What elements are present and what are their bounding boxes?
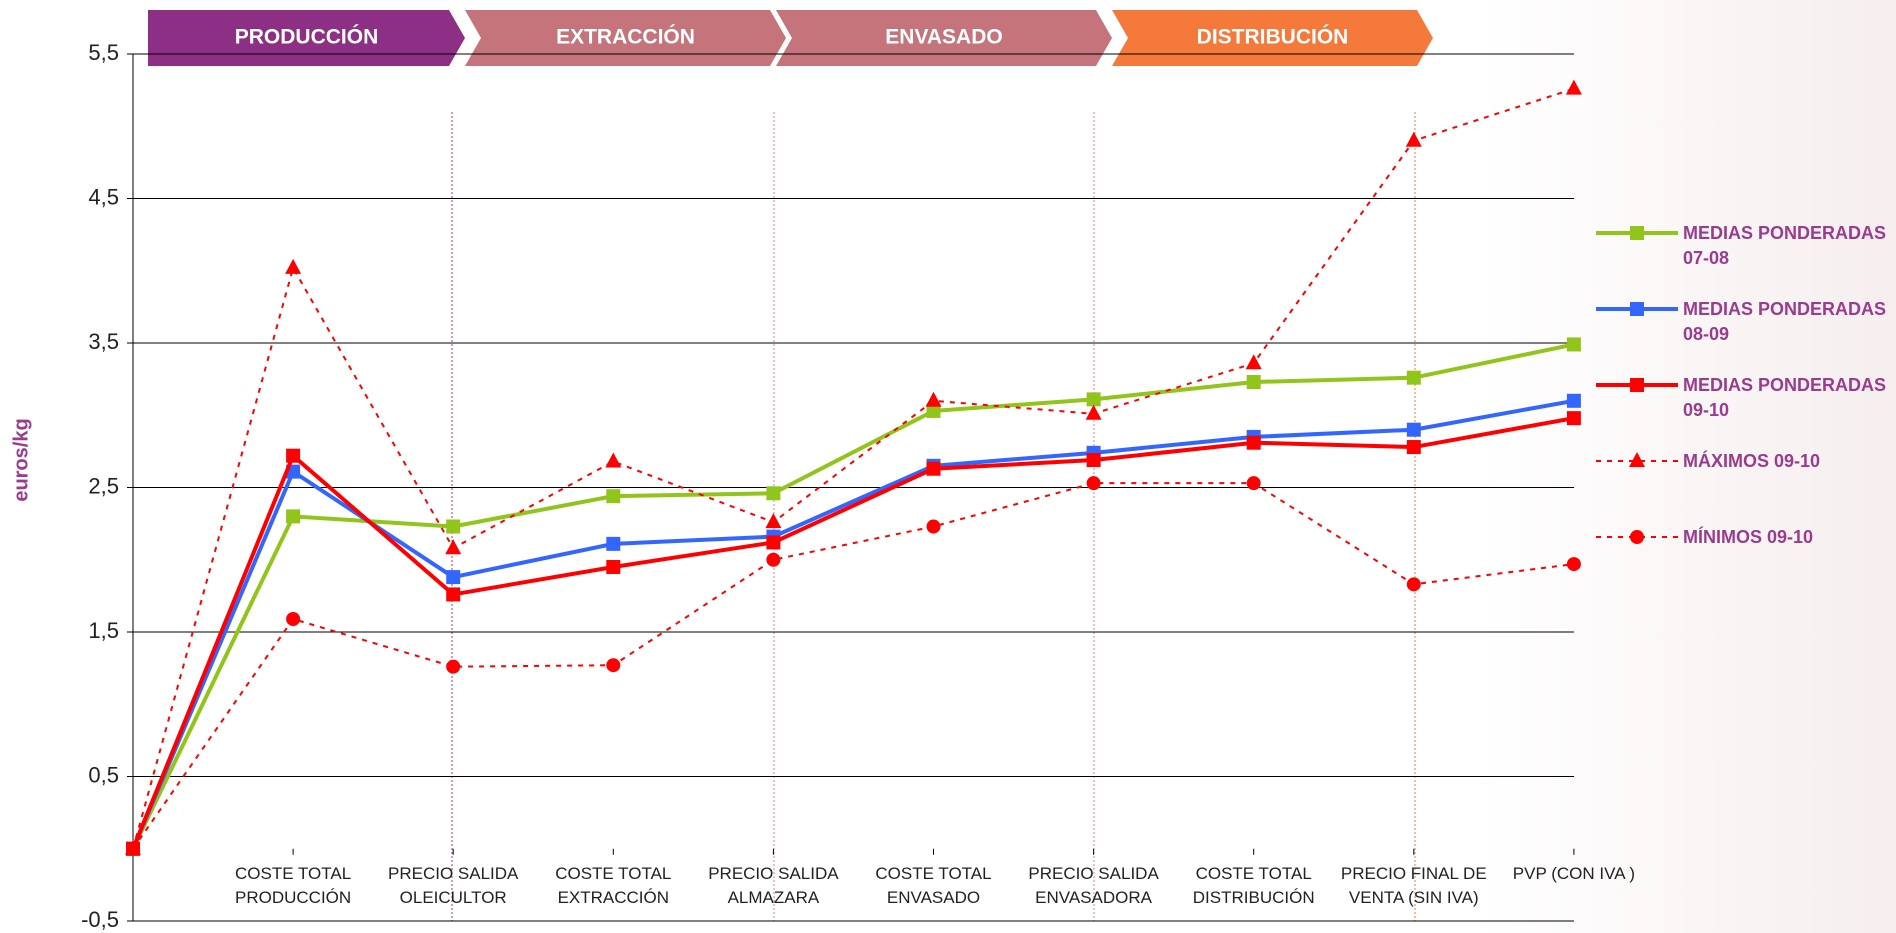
data-point	[446, 519, 461, 534]
x-tick-label: COSTE TOTAL DISTRIBUCIÓN	[1192, 864, 1315, 907]
data-point	[446, 587, 461, 602]
data-point	[1565, 79, 1582, 95]
data-point	[1085, 404, 1102, 420]
stage-label: PRODUCCIÓN	[235, 25, 379, 49]
data-point	[1086, 392, 1101, 407]
data-point	[765, 513, 782, 529]
data-point	[1566, 337, 1581, 352]
data-point	[1246, 476, 1261, 491]
series-line	[132, 87, 1575, 850]
data-point	[605, 452, 622, 468]
data-point	[606, 658, 621, 673]
data-point	[446, 659, 461, 674]
data-point	[1406, 577, 1421, 592]
legend-marker	[1629, 452, 1645, 467]
data-point	[1566, 557, 1581, 572]
data-point	[1566, 411, 1581, 426]
data-point	[1566, 393, 1581, 408]
data-point	[606, 489, 621, 504]
y-tick-label: 4,5	[88, 184, 119, 209]
data-point	[1245, 354, 1262, 370]
data-point	[126, 841, 140, 856]
stage-arrow	[148, 10, 465, 66]
series-line	[131, 398, 1575, 850]
data-point	[606, 559, 621, 574]
x-tick-label: PRECIO SALIDA ENVASADORA	[1028, 864, 1159, 907]
data-point	[606, 536, 621, 551]
data-point	[286, 509, 301, 524]
legend-marker	[1630, 302, 1644, 316]
data-point	[285, 258, 302, 274]
stage-label: ENVASADO	[885, 26, 1002, 49]
y-axis-label: euros/kg	[10, 418, 32, 501]
data-point	[286, 448, 301, 463]
data-point	[766, 486, 781, 501]
data-point	[766, 535, 781, 550]
x-tick-label: PRECIO SALIDA OLEICULTOR	[388, 864, 519, 907]
legend-label: MÁXIMOS 09-10	[1683, 451, 1821, 471]
data-point	[1246, 375, 1261, 390]
series-line	[132, 482, 1575, 850]
x-tick-label: COSTE TOTAL EXTRACCIÓN	[555, 864, 672, 907]
stage-arrow	[465, 10, 786, 66]
data-point	[766, 552, 781, 567]
x-tick-label: PRECIO SALIDA ALMAZARA	[708, 864, 839, 907]
data-point	[446, 570, 461, 585]
data-point	[1406, 422, 1421, 437]
x-tick-label: COSTE TOTAL ENVASADO	[875, 864, 992, 907]
y-tick-label: 3,5	[88, 329, 119, 354]
legend-marker	[1630, 226, 1644, 240]
y-tick-label: 5,5	[88, 40, 119, 65]
stage-label: DISTRIBUCIÓN	[1197, 25, 1349, 49]
data-point	[1086, 453, 1101, 468]
data-point	[926, 403, 941, 418]
stage-arrow	[776, 10, 1112, 66]
y-tick-label: 0,5	[88, 762, 119, 787]
data-point	[1406, 440, 1421, 455]
series-line	[131, 416, 1575, 850]
stage-label: EXTRACCIÓN	[556, 25, 695, 49]
data-point	[926, 519, 941, 534]
data-point	[925, 391, 942, 407]
legend-label: MEDIAS PONDERADAS 08-09	[1683, 299, 1887, 344]
legend-marker	[1630, 530, 1644, 544]
y-tick-label: 2,5	[88, 473, 119, 498]
legend-label: MÍNIMOS 09-10	[1683, 527, 1814, 547]
stage-arrow	[1112, 10, 1433, 66]
data-point	[926, 461, 941, 476]
x-tick-label: PVP (CON IVA )	[1512, 864, 1635, 883]
data-point	[1406, 370, 1421, 385]
y-tick-label: 1,5	[88, 618, 119, 643]
legend-label: MEDIAS PONDERADAS 07-08	[1683, 223, 1887, 268]
data-point	[1405, 131, 1422, 147]
y-tick-label: -0,5	[81, 907, 119, 932]
x-tick-label: COSTE TOTAL PRODUCCIÓN	[234, 864, 352, 907]
data-point	[286, 611, 301, 626]
data-point	[1246, 435, 1261, 450]
legend-marker	[1630, 378, 1644, 392]
data-point	[445, 539, 462, 555]
series-line	[131, 342, 1575, 850]
x-tick-label: PRECIO FINAL DE VENTA (SIN IVA)	[1340, 864, 1487, 907]
legend-label: MEDIAS PONDERADAS 09-10	[1683, 375, 1887, 420]
data-point	[1086, 476, 1101, 491]
